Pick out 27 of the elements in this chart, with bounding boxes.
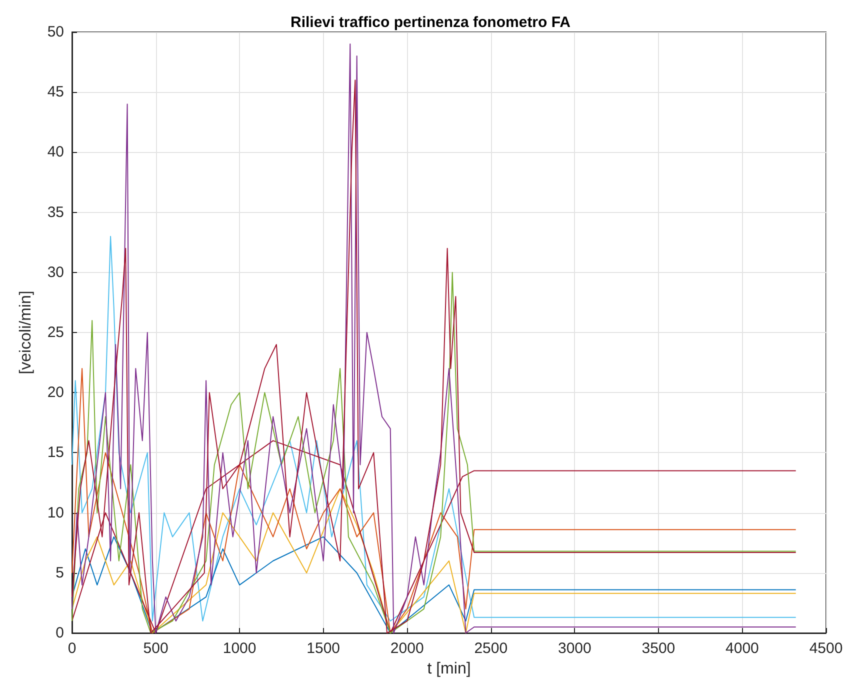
y-tick-label: 15: [47, 444, 64, 462]
x-tick-label: 500: [143, 640, 168, 657]
x-tick-label: 1500: [306, 640, 340, 657]
x-tick-label: 2000: [390, 640, 424, 657]
chart-title: Rilievi traffico pertinenza fonometro FA: [290, 14, 571, 31]
line-series: [72, 368, 796, 634]
x-tick-label: 4500: [809, 640, 843, 657]
y-tick-label: 45: [47, 84, 64, 101]
line-series: [72, 536, 796, 634]
x-axis-title: t [min]: [427, 660, 471, 678]
y-tick-label: 40: [47, 144, 64, 161]
x-tick-label: 3000: [558, 640, 592, 657]
y-tick-label: 10: [47, 504, 64, 522]
y-axis-title: [veicoli/min]: [18, 290, 34, 374]
y-tick-label: 35: [47, 204, 64, 221]
y-tick-label: 50: [47, 24, 64, 40]
y-tick-label: 5: [56, 564, 64, 582]
x-tick-label: 2500: [474, 640, 508, 657]
x-tick-label: 3500: [642, 640, 676, 657]
x-tick-label: 4000: [726, 640, 759, 657]
x-tick-label: 0: [68, 640, 76, 657]
x-tick-label: 1000: [222, 640, 256, 657]
line-series: [72, 488, 796, 634]
y-tick-label: 25: [47, 324, 64, 341]
y-tick-label: 30: [47, 264, 64, 281]
y-tick-label: 20: [47, 384, 64, 402]
y-tick-label: 0: [56, 624, 64, 642]
